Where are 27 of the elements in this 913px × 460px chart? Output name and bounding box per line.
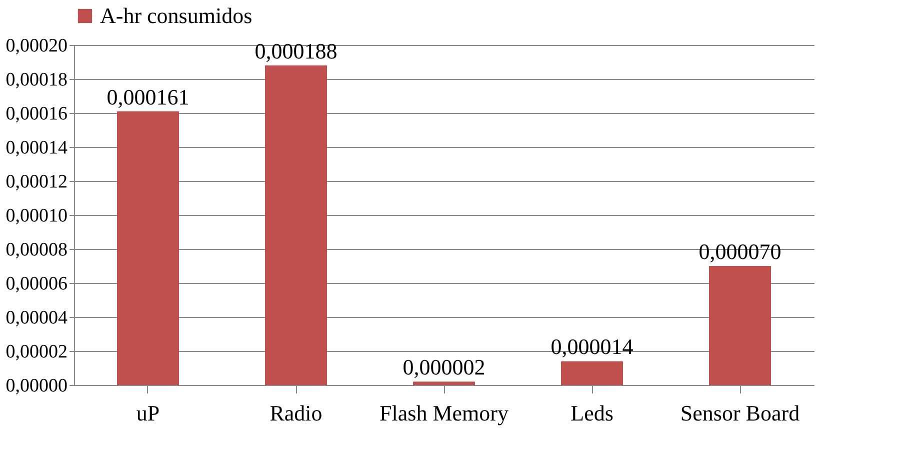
y-tick-label: 0,00006 <box>6 274 68 294</box>
y-tick-label: 0,00008 <box>6 240 68 260</box>
data-label: 0,000070 <box>698 239 782 264</box>
x-tick-label: Radio <box>270 400 322 426</box>
y-tick-label: 0,00014 <box>6 138 68 158</box>
x-tick-label: uP <box>136 400 160 426</box>
y-tick-label: 0,00004 <box>6 308 68 328</box>
y-tick-label: 0,00000 <box>6 376 68 396</box>
y-tick-label: 0,00010 <box>6 206 68 226</box>
y-tick-label: 0,00012 <box>6 172 68 192</box>
legend-label: A-hr consumidos <box>100 3 252 28</box>
data-label: 0,000188 <box>254 38 338 64</box>
data-label: 0,000014 <box>550 334 634 360</box>
bar <box>265 65 327 385</box>
bar <box>709 266 771 385</box>
bar <box>413 382 475 385</box>
y-tick-label: 0,00018 <box>6 70 68 90</box>
data-label: 0,000002 <box>402 354 486 380</box>
x-tick-label: Flash Memory <box>380 400 508 426</box>
bar <box>117 111 179 385</box>
y-tick-label: 0,00020 <box>6 36 68 56</box>
y-tick-label: 0,00002 <box>6 342 68 362</box>
y-tick-label: 0,00016 <box>6 104 68 124</box>
x-tick-label: Leds <box>570 400 614 426</box>
bar <box>561 361 623 385</box>
data-label: 0,000161 <box>106 84 190 110</box>
x-tick-label: Sensor Board <box>680 400 800 426</box>
